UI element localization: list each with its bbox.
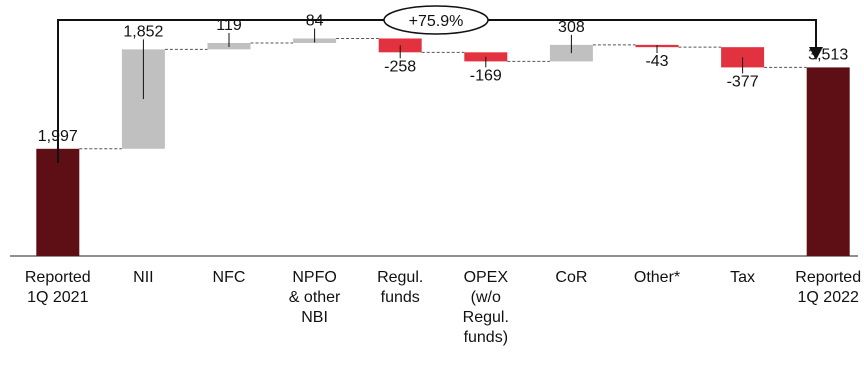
bars [36,38,850,256]
growth-arrow-head [809,47,823,60]
category-label-9: Reported 1Q 2022 [795,269,861,306]
category-label-4: Regul. funds [377,269,423,306]
bar-0 [36,148,80,256]
category-labels: Reported 1Q 2021 NII NFC NPFO & other NBI Regul… [25,269,861,346]
growth-oval [383,5,489,35]
bar-9 [806,67,850,256]
category-label-0: Reported 1Q 2021 [25,269,91,306]
growth-arrow-line [57,19,817,163]
category-label-1: NII [133,269,153,286]
category-label-6: CoR [555,269,587,286]
value-label-6: 308 [558,19,585,36]
growth-annotation: +75.9% [57,5,823,163]
category-label-2: NFC [213,269,246,286]
growth-label: +75.9% [409,13,464,30]
value-label-4: -258 [384,58,416,75]
value-label-7: -43 [645,53,668,70]
connector-lines [79,37,807,150]
value-label-5: -169 [470,67,502,84]
category-label-5: OPEX (w/o Regul. funds) [463,269,509,346]
value-label-1: 1,852 [123,23,163,40]
value-label-8: -377 [727,73,759,90]
category-label-7: Other* [634,269,680,286]
category-label-8: Tax [730,269,755,286]
value-label-2: 119 [216,17,242,34]
category-label-3: NPFO & other NBI [289,269,341,326]
